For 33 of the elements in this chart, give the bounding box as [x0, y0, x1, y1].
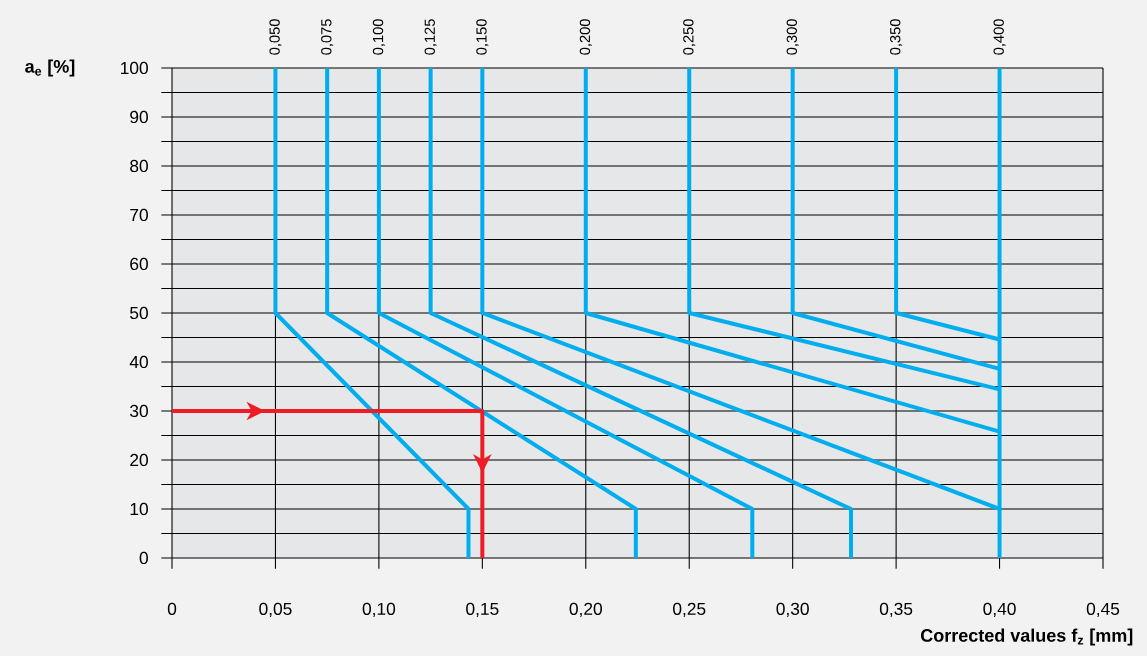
- x-tick-label: 0,35: [879, 602, 913, 618]
- x2-tick-label: 0,075: [321, 19, 334, 55]
- x2-tick-label: 0,350: [890, 19, 903, 55]
- x2-tick-label: 0,100: [372, 19, 385, 55]
- x-axis-title: Corrected values f$_{z}$ [mm]: [921, 628, 1133, 646]
- x-tick-label: 0,10: [362, 602, 396, 618]
- y-tick-label: 80: [130, 159, 148, 173]
- x2-tick-label: 0,250: [683, 19, 696, 55]
- x-tick-label: 0,15: [466, 602, 499, 618]
- x2-tick-label: 0,300: [786, 19, 799, 55]
- y-tick-label: 100: [121, 61, 148, 75]
- y-tick-label: 30: [130, 404, 148, 418]
- y-tick-label: 50: [130, 306, 148, 320]
- x-tick-label: 0: [167, 602, 177, 615]
- x-tick-label: 0,20: [569, 602, 602, 618]
- y-tick-label: 40: [129, 355, 148, 369]
- x2-tick-label: 0,050: [269, 19, 282, 55]
- x-tick-label: 0,30: [776, 602, 809, 618]
- y-tick-label: 70: [130, 208, 148, 222]
- x2-tick-label: 0,200: [579, 19, 592, 55]
- x-tick-label: 0,25: [673, 602, 706, 618]
- y-tick-label: 90: [130, 110, 148, 124]
- x2-tick-label: 0,125: [424, 19, 437, 55]
- x2-tick-label: 0,150: [476, 19, 489, 55]
- x-tick-label: 0,40: [983, 602, 1016, 618]
- x-tick-label: 0,05: [259, 602, 292, 618]
- y-tick-label: 0: [139, 551, 148, 565]
- y-axis-title: a$_{e}$ [%]: [25, 59, 75, 77]
- x2-tick-label: 0,400: [993, 19, 1006, 55]
- y-tick-label: 10: [130, 502, 148, 516]
- y-tick-label: 20: [130, 453, 148, 467]
- y-tick-label: 60: [130, 257, 148, 271]
- x-tick-label: 0,45: [1086, 602, 1120, 618]
